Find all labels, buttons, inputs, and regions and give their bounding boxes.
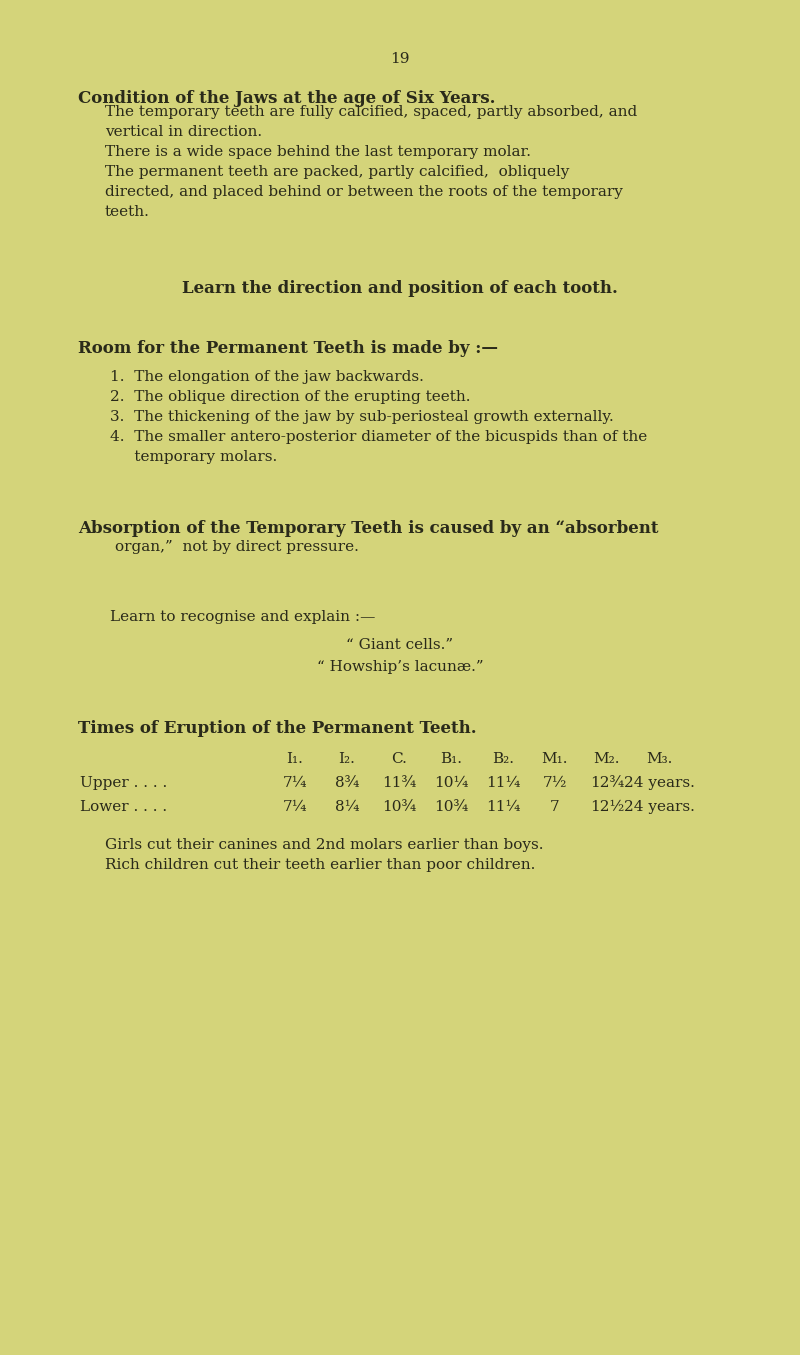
- Text: “ Giant cells.”: “ Giant cells.”: [346, 638, 454, 652]
- Text: M₂.: M₂.: [594, 752, 620, 766]
- Text: The permanent teeth are packed, partly calcified,  obliquely: The permanent teeth are packed, partly c…: [105, 165, 570, 179]
- Text: 24 years.: 24 years.: [623, 776, 694, 790]
- Text: Lower . . . .: Lower . . . .: [80, 799, 167, 814]
- Text: 24 years.: 24 years.: [623, 799, 694, 814]
- Text: 1.  The elongation of the jaw backwards.: 1. The elongation of the jaw backwards.: [110, 370, 424, 383]
- Text: B₁.: B₁.: [440, 752, 462, 766]
- Text: 10¾: 10¾: [434, 799, 468, 814]
- Text: 12½: 12½: [590, 799, 624, 814]
- Text: 11¾: 11¾: [382, 776, 416, 790]
- Text: Condition of the Jaws at the age of Six Years.: Condition of the Jaws at the age of Six …: [78, 89, 495, 107]
- Text: Girls cut their canines and 2nd molars earlier than boys.: Girls cut their canines and 2nd molars e…: [105, 837, 543, 852]
- Text: 3.  The thickening of the jaw by sub-periosteal growth externally.: 3. The thickening of the jaw by sub-peri…: [110, 411, 614, 424]
- Text: Upper . . . .: Upper . . . .: [80, 776, 167, 790]
- Text: I₁.: I₁.: [286, 752, 303, 766]
- Text: 11¼: 11¼: [486, 776, 520, 790]
- Text: 4.  The smaller antero-posterior diameter of the bicuspids than of the: 4. The smaller antero-posterior diameter…: [110, 430, 647, 444]
- Text: Learn to recognise and explain :—: Learn to recognise and explain :—: [110, 610, 375, 625]
- Text: 7½: 7½: [542, 776, 567, 790]
- Text: There is a wide space behind the last temporary molar.: There is a wide space behind the last te…: [105, 145, 531, 159]
- Text: 10¼: 10¼: [434, 776, 468, 790]
- Text: temporary molars.: temporary molars.: [110, 450, 278, 463]
- Text: Learn the direction and position of each tooth.: Learn the direction and position of each…: [182, 280, 618, 297]
- Text: I₂.: I₂.: [338, 752, 355, 766]
- Text: teeth.: teeth.: [105, 205, 150, 220]
- Text: 8¼: 8¼: [334, 799, 359, 814]
- Text: Absorption of the Temporary Teeth is caused by an “absorbent: Absorption of the Temporary Teeth is cau…: [78, 520, 658, 537]
- Text: 11¼: 11¼: [486, 799, 520, 814]
- Text: The temporary teeth are fully calcified, spaced, partly absorbed, and: The temporary teeth are fully calcified,…: [105, 104, 638, 119]
- Text: vertical in direction.: vertical in direction.: [105, 125, 262, 140]
- Text: M₁.: M₁.: [542, 752, 568, 766]
- Text: 19: 19: [390, 51, 410, 66]
- Text: 12¾: 12¾: [590, 776, 624, 790]
- Text: C.: C.: [391, 752, 407, 766]
- Text: directed, and placed behind or between the roots of the temporary: directed, and placed behind or between t…: [105, 186, 623, 199]
- Text: 7¼: 7¼: [282, 776, 307, 790]
- Text: organ,”  not by direct pressure.: organ,” not by direct pressure.: [115, 541, 359, 554]
- Text: 7¼: 7¼: [282, 799, 307, 814]
- Text: B₂.: B₂.: [492, 752, 514, 766]
- Text: Room for the Permanent Teeth is made by :—: Room for the Permanent Teeth is made by …: [78, 340, 498, 356]
- Text: M₃.: M₃.: [646, 752, 672, 766]
- Text: Rich children cut their teeth earlier than poor children.: Rich children cut their teeth earlier th…: [105, 858, 535, 873]
- Text: 2.  The oblique direction of the erupting teeth.: 2. The oblique direction of the erupting…: [110, 390, 470, 404]
- Text: 10¾: 10¾: [382, 799, 416, 814]
- Text: “ Howship’s lacunæ.”: “ Howship’s lacunæ.”: [317, 660, 483, 673]
- Text: 8¾: 8¾: [335, 776, 359, 790]
- Text: Times of Eruption of the Permanent Teeth.: Times of Eruption of the Permanent Teeth…: [78, 720, 477, 737]
- Text: 7: 7: [550, 799, 560, 814]
